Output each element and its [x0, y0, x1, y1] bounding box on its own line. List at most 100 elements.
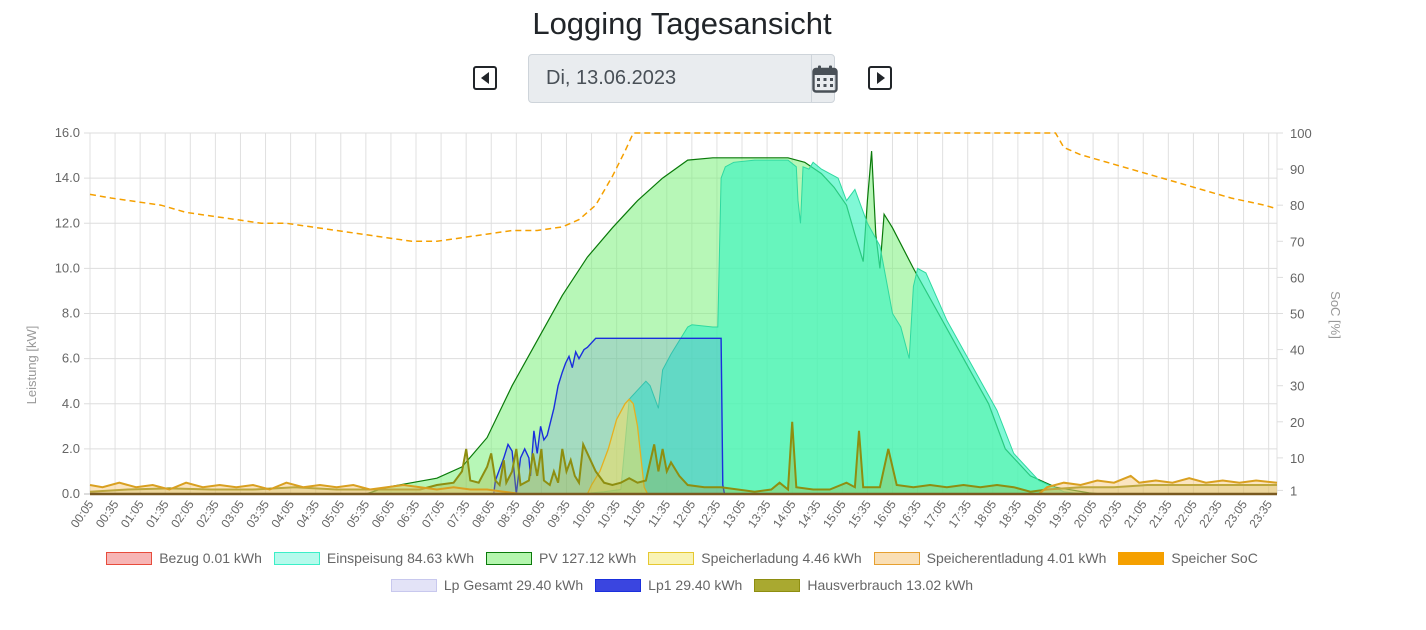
x-tick-label: 18:35: [996, 497, 1025, 530]
x-tick-label: 08:05: [469, 497, 498, 530]
x-tick-label: 18:05: [971, 497, 1000, 530]
x-tick-label: 14:05: [770, 497, 799, 530]
next-day-button[interactable]: [868, 66, 892, 90]
x-tick-label: 08:35: [494, 497, 523, 530]
y-tick-label: 8.0: [62, 306, 80, 321]
legend-swatch-speicherladung: [648, 551, 695, 565]
x-tick-label: 10:35: [594, 497, 623, 530]
x-tick-label: 19:05: [1021, 497, 1050, 530]
legend-item-pv[interactable]: PV 127.12 kWh: [486, 550, 636, 566]
x-tick-label: 14:35: [795, 497, 824, 530]
series-soc-line: [89, 132, 1278, 243]
x-tick-label: 09:35: [544, 497, 573, 530]
x-tick-label: 05:05: [319, 497, 348, 530]
y2-tick-label: 50: [1290, 307, 1304, 322]
x-tick-label: 23:35: [1246, 497, 1275, 530]
legend-label: PV 127.12 kWh: [539, 550, 637, 566]
legend-item-haus[interactable]: Hausverbrauch 13.02 kWh: [754, 577, 973, 593]
x-tick-label: 13:35: [745, 497, 774, 530]
x-tick-label: 02:35: [193, 497, 222, 530]
x-tick-label: 21:05: [1121, 497, 1150, 530]
y2-tick-label: 10: [1290, 451, 1304, 466]
date-picker: [528, 54, 838, 103]
legend-swatch-bezug: [106, 551, 153, 565]
legend-swatch-einspeisung: [273, 551, 320, 565]
x-tick-label: 07:35: [444, 497, 473, 530]
y-tick-label: 0.0: [62, 486, 80, 501]
x-tick-label: 03:05: [218, 497, 247, 530]
y-tick-label: 14.0: [55, 170, 80, 185]
series-haus-area: [90, 421, 1277, 494]
legend-item-bezug[interactable]: Bezug 0.01 kWh: [106, 550, 262, 566]
legend-item-speicherentladung[interactable]: Speicherentladung 4.01 kWh: [873, 550, 1106, 566]
y2-tick-label: 20: [1290, 415, 1304, 430]
y2-tick-label: 40: [1290, 343, 1304, 358]
y2-axis-label: SoC [%]: [1328, 291, 1343, 339]
legend-item-speicherladung[interactable]: Speicherladung 4.46 kWh: [648, 550, 862, 566]
x-tick-label: 06:35: [394, 497, 423, 530]
x-tick-label: 19:35: [1046, 497, 1075, 530]
y2-tick-label: 60: [1290, 270, 1304, 285]
legend-item-soc[interactable]: Speicher SoC: [1118, 550, 1258, 566]
y-tick-label: 6.0: [62, 351, 80, 366]
y-tick-label: 2.0: [62, 441, 80, 456]
x-tick-label: 23:05: [1221, 497, 1250, 530]
legend-row-2: Lp Gesamt 29.40 kWh Lp1 29.40 kWh Hausverb…: [0, 577, 1364, 593]
series-speicherladung-line: [586, 398, 649, 495]
legend-swatch-haus: [754, 578, 801, 592]
x-tick-label: 07:05: [419, 497, 448, 530]
x-tick-label: 16:35: [895, 497, 924, 530]
x-tick-label: 17:05: [920, 497, 949, 530]
x-tick-label: 04:05: [268, 497, 297, 530]
x-tick-label: 12:05: [670, 497, 699, 530]
x-tick-label: 00:35: [93, 497, 122, 530]
series-lp1-line: [493, 337, 726, 495]
calendar-button[interactable]: [811, 55, 838, 102]
series-speicherentladung-area: [90, 475, 1277, 494]
legend-item-lpgesamt[interactable]: Lp Gesamt 29.40 kWh: [390, 577, 584, 593]
x-tick-label: 01:35: [143, 497, 172, 530]
y-tick-label: 4.0: [62, 396, 80, 411]
x-tick-label: 11:05: [620, 497, 648, 529]
x-tick-label: 16:05: [870, 497, 899, 530]
x-tick-label: 00:05: [68, 497, 97, 530]
legend-row-1: Bezug 0.01 kWh Einspeisung 84.63 kWh PV 12…: [0, 550, 1364, 566]
legend-item-lp1[interactable]: Lp1 29.40 kWh: [595, 577, 742, 593]
power-chart[interactable]: 00:0500:3501:0501:3502:0502:3503:0503:35…: [0, 115, 1364, 545]
x-tick-label: 10:05: [569, 497, 598, 530]
caret-left-icon: [480, 72, 489, 84]
y2-tick-label: 100: [1290, 126, 1312, 141]
x-tick-label: 15:05: [820, 497, 849, 530]
legend-swatch-pv: [486, 551, 533, 565]
x-tick-label: 05:35: [344, 497, 373, 530]
series-haus-line: [89, 421, 1277, 493]
y-tick-label: 10.0: [55, 260, 80, 275]
legend-swatch-soc: [1118, 551, 1165, 565]
y2-tick-label: 70: [1290, 234, 1304, 249]
x-tick-label: 13:05: [720, 497, 749, 530]
x-tick-label: 11:35: [645, 497, 673, 529]
page-title: Logging Tagesansicht: [532, 6, 832, 41]
calendar-icon: [812, 65, 838, 93]
x-tick-label: 12:35: [695, 497, 724, 530]
caret-right-icon: [877, 72, 885, 84]
y-axis-label: Leistung [kW]: [24, 326, 39, 405]
legend-item-einspeisung[interactable]: Einspeisung 84.63 kWh: [273, 550, 475, 566]
legend-label: Einspeisung 84.63 kWh: [326, 550, 475, 566]
series-lp1-area: [493, 338, 725, 494]
legend-label: Bezug 0.01 kWh: [159, 550, 262, 566]
x-tick-label: 20:05: [1071, 497, 1100, 530]
x-tick-label: 22:35: [1196, 497, 1225, 530]
x-tick-label: 03:35: [243, 497, 272, 530]
series-einspeisung-area: [587, 160, 1081, 494]
x-tick-label: 17:35: [945, 497, 974, 530]
legend-swatch-lp1: [595, 578, 642, 592]
date-input[interactable]: [529, 55, 811, 102]
y2-tick-label: 30: [1290, 379, 1304, 394]
x-tick-label: 15:35: [845, 497, 874, 530]
previous-day-button[interactable]: [473, 66, 497, 90]
x-tick-label: 06:05: [369, 497, 398, 530]
x-tick-label: 01:05: [118, 497, 147, 530]
legend-label: Lp Gesamt 29.40 kWh: [443, 577, 584, 593]
y2-tick-label: 90: [1290, 162, 1304, 177]
